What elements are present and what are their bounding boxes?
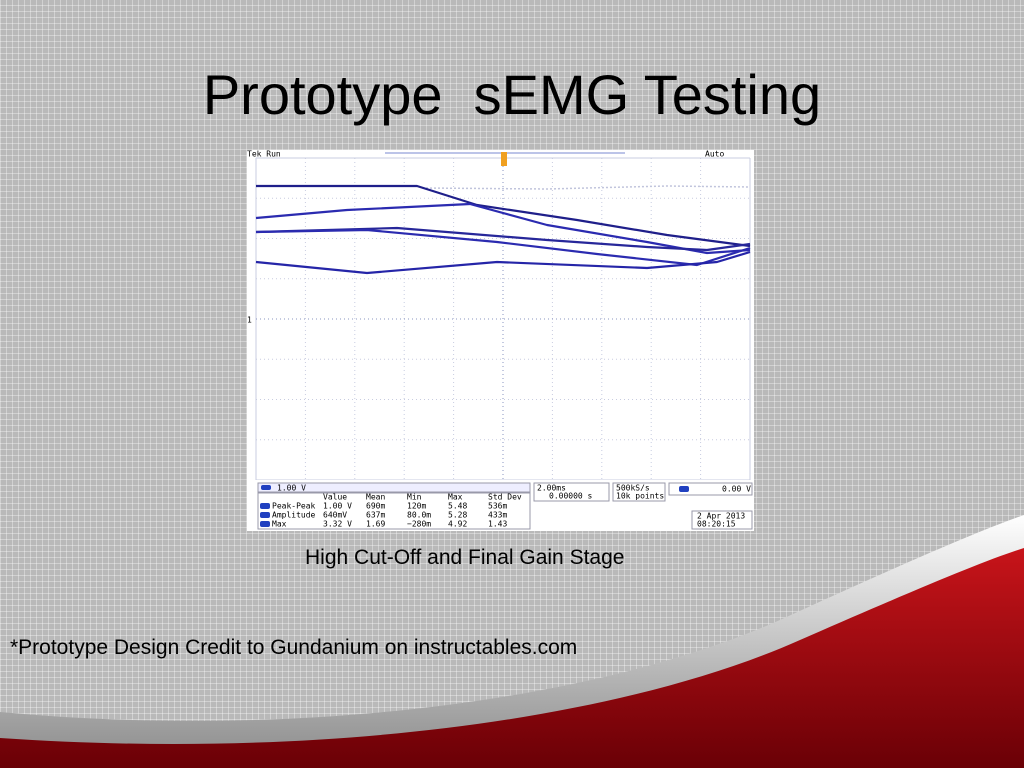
trigger-level: 0.00 V [722, 485, 751, 494]
table-cell: 4.92 [448, 520, 467, 529]
waveform [256, 184, 751, 248]
table-cell: 1.43 [488, 520, 507, 529]
time: 08:20:15 [697, 520, 736, 529]
timebase: 2.00ms [537, 484, 566, 493]
table-header: Value [323, 493, 347, 502]
table-cell: 690m [366, 502, 385, 511]
sample-box [612, 482, 666, 502]
trigger-position: 0.00000 s [549, 492, 593, 501]
slide-title: Prototype sEMG Testing [202, 63, 822, 126]
table-cell: 1.69 [366, 520, 385, 529]
trig-ch-icon [679, 486, 689, 492]
row-label: Peak-Peak [272, 502, 316, 511]
table-header: Max [448, 493, 463, 502]
sample-rate: 500kS/s [616, 484, 650, 493]
screen-bg [247, 150, 754, 531]
waveform [255, 202, 751, 255]
table-cell: −280m [407, 520, 431, 529]
table-cell: 637m [366, 511, 385, 520]
table-header: Min [407, 493, 422, 502]
date: 2 Apr 2013 [697, 512, 745, 521]
row-icon [260, 512, 270, 518]
oscilloscope-screen: Tek Run Auto 1 1.00 V Value Mean Min Max Std… [247, 150, 754, 531]
table-cell: 640mV [323, 511, 347, 520]
credit: *Prototype Design Credit to Gundanium on… [10, 636, 578, 659]
table-cell: 120m [407, 502, 426, 511]
table-cell: 433m [488, 511, 507, 520]
waveform [421, 185, 751, 190]
trigger-marker [501, 152, 507, 166]
red-band [0, 548, 1024, 768]
channel-marker: 1 [247, 316, 252, 325]
table-cell: 80.0m [407, 511, 431, 520]
trigger-mode: Auto [705, 150, 724, 159]
table-cell: 1.00 V [323, 502, 352, 511]
channel-box [257, 482, 531, 493]
status: Tek Run [247, 150, 281, 159]
waveform [255, 226, 751, 252]
caption: High Cut-Off and Final Gain Stage [305, 546, 625, 569]
record-length: 10k points [616, 492, 664, 501]
row-label: Max [272, 520, 287, 529]
table-header: Mean [366, 493, 385, 502]
waveform [255, 250, 751, 275]
table-cell: 5.28 [448, 511, 467, 520]
channel-scale: 1.00 V [277, 484, 306, 493]
date-box [691, 510, 753, 530]
table-cell: 5.48 [448, 502, 467, 511]
waveforms [255, 184, 751, 275]
table-header: Std Dev [488, 493, 522, 502]
measurements: Value Mean Min Max Std Dev Peak-Peak 1.00 V 690… [260, 493, 522, 529]
ch1-icon [261, 485, 271, 490]
trigger-box [668, 482, 753, 496]
row-label: Amplitude [272, 511, 316, 520]
row-icon [260, 521, 270, 527]
table-cell: 536m [488, 502, 507, 511]
row-icon [260, 503, 270, 509]
table-cell: 3.32 V [323, 520, 352, 529]
measure-box [257, 492, 531, 530]
timebase-box [533, 482, 610, 502]
